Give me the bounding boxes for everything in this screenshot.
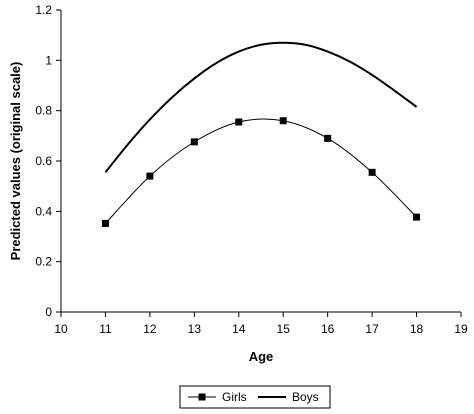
data-point-girls xyxy=(235,118,243,126)
x-tick-label: 14 xyxy=(232,322,246,336)
data-point-girls xyxy=(368,168,376,176)
x-tick-label: 15 xyxy=(277,322,291,336)
x-axis-title: Age xyxy=(249,349,274,364)
x-axis-ticks: 10 11 12 13 14 15 16 17 18 19 xyxy=(54,312,468,336)
x-tick-label: 12 xyxy=(143,322,157,336)
y-tick-label: 0.8 xyxy=(35,104,52,118)
x-tick-label: 18 xyxy=(410,322,424,336)
x-tick-label: 16 xyxy=(321,322,335,336)
legend-boys-label: Boys xyxy=(292,390,319,404)
data-point-girls xyxy=(279,117,287,125)
series-layer xyxy=(101,41,421,227)
legend-box xyxy=(179,385,331,409)
y-tick-label: 1.2 xyxy=(35,3,52,17)
y-axis-ticks: 0 0.2 0.4 0.6 0.8 1 1.2 xyxy=(35,3,61,319)
series-line-boys xyxy=(104,41,418,173)
y-tick-label: 0.4 xyxy=(35,204,52,218)
y-tick-label: 1 xyxy=(45,53,52,67)
x-tick-label: 11 xyxy=(99,322,112,336)
legend: Girls Boys xyxy=(179,385,331,409)
y-tick-label: 0.2 xyxy=(35,255,52,269)
y-tick-label: 0 xyxy=(45,305,52,319)
data-point-girls xyxy=(146,172,154,180)
data-point-girls xyxy=(324,134,332,142)
x-tick-label: 17 xyxy=(365,322,379,336)
legend-girls-marker xyxy=(198,393,206,401)
legend-girls-label: Girls xyxy=(222,390,247,404)
y-axis-title: Predicted values (original scale) xyxy=(8,62,23,261)
data-point-girls xyxy=(413,213,421,221)
x-tick-label: 10 xyxy=(54,322,68,336)
data-point-girls xyxy=(101,219,109,227)
y-tick-label: 0.6 xyxy=(35,154,52,168)
x-tick-label: 13 xyxy=(188,322,202,336)
x-tick-label: 19 xyxy=(454,322,468,336)
data-point-girls xyxy=(190,138,198,146)
